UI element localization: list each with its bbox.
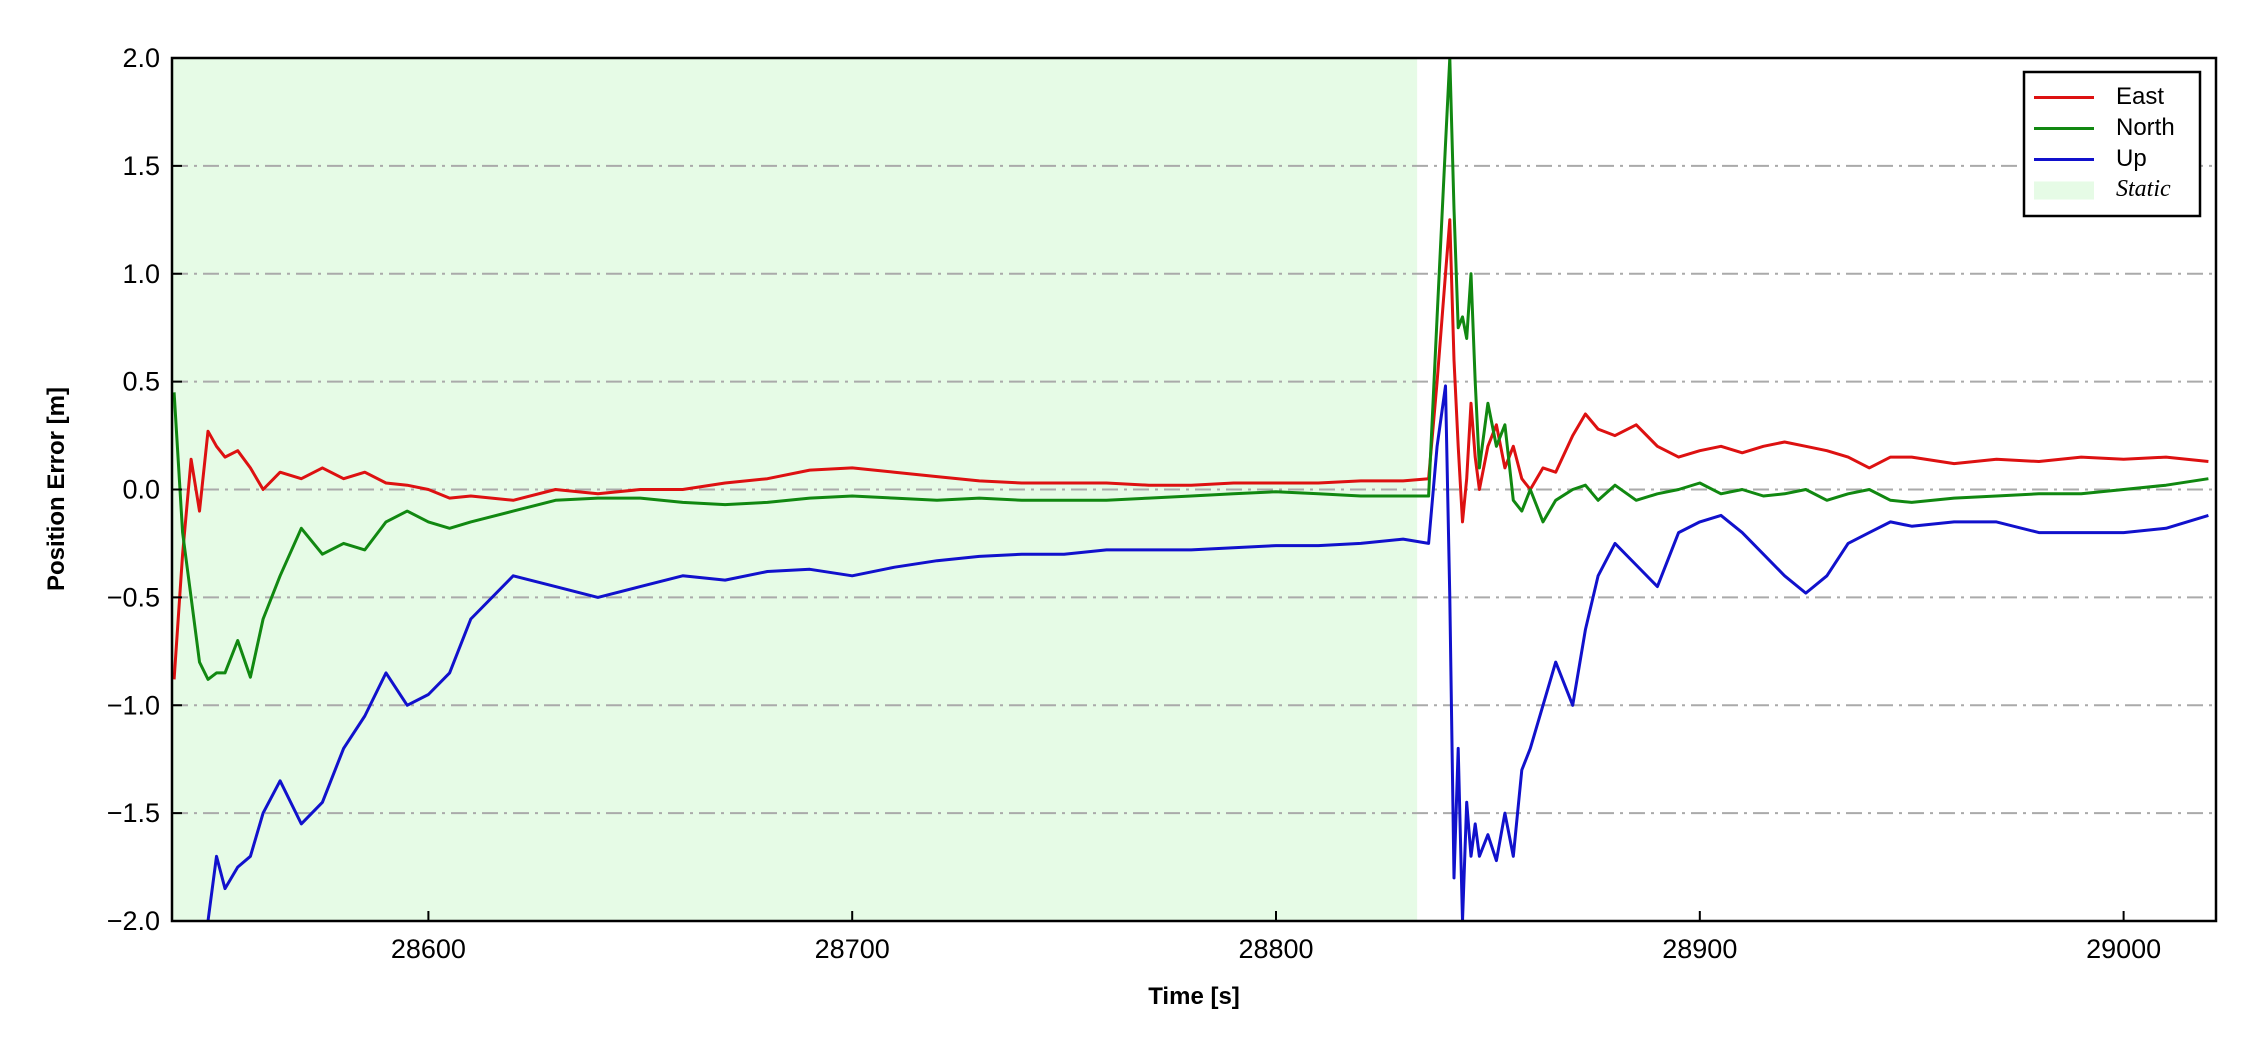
legend-label: East bbox=[2116, 83, 2164, 110]
series-line bbox=[206, 384, 2209, 921]
y-tick-label: 2.0 bbox=[122, 43, 160, 73]
legend-label: Static bbox=[2116, 176, 2171, 202]
x-tick-label: 29000 bbox=[2086, 934, 2161, 964]
y-tick-label: 1.5 bbox=[122, 151, 160, 181]
series-line bbox=[172, 58, 2209, 681]
x-tick-label: 28900 bbox=[1662, 934, 1737, 964]
y-tick-label: −0.5 bbox=[107, 582, 160, 612]
y-tick-label: −1.5 bbox=[107, 798, 160, 828]
axes: −2.0 −1.5 −1.0 −0.5 0.0 0.5 1.0 1.5 2.0 28600 2870… bbox=[107, 43, 2161, 964]
legend-label: Up bbox=[2116, 145, 2147, 172]
x-tick-label: 28700 bbox=[815, 934, 890, 964]
y-tick-label: −1.0 bbox=[107, 690, 160, 720]
y-tick-label: 0.0 bbox=[122, 475, 160, 505]
legend: East North Up Static bbox=[2022, 70, 2202, 218]
y-tick-label: 0.5 bbox=[122, 367, 160, 397]
x-tick-label: 28800 bbox=[1238, 934, 1313, 964]
x-axis-label: Time [s] bbox=[1148, 983, 1240, 1010]
y-tick-label: 1.0 bbox=[122, 259, 160, 289]
x-tick-label: 28600 bbox=[391, 934, 466, 964]
legend-label: North bbox=[2116, 114, 2175, 141]
lines bbox=[172, 58, 2209, 921]
y-tick-label: −2.0 bbox=[107, 906, 160, 936]
legend-swatch bbox=[2034, 181, 2094, 200]
y-axis-label: Position Error [m] bbox=[43, 387, 70, 591]
